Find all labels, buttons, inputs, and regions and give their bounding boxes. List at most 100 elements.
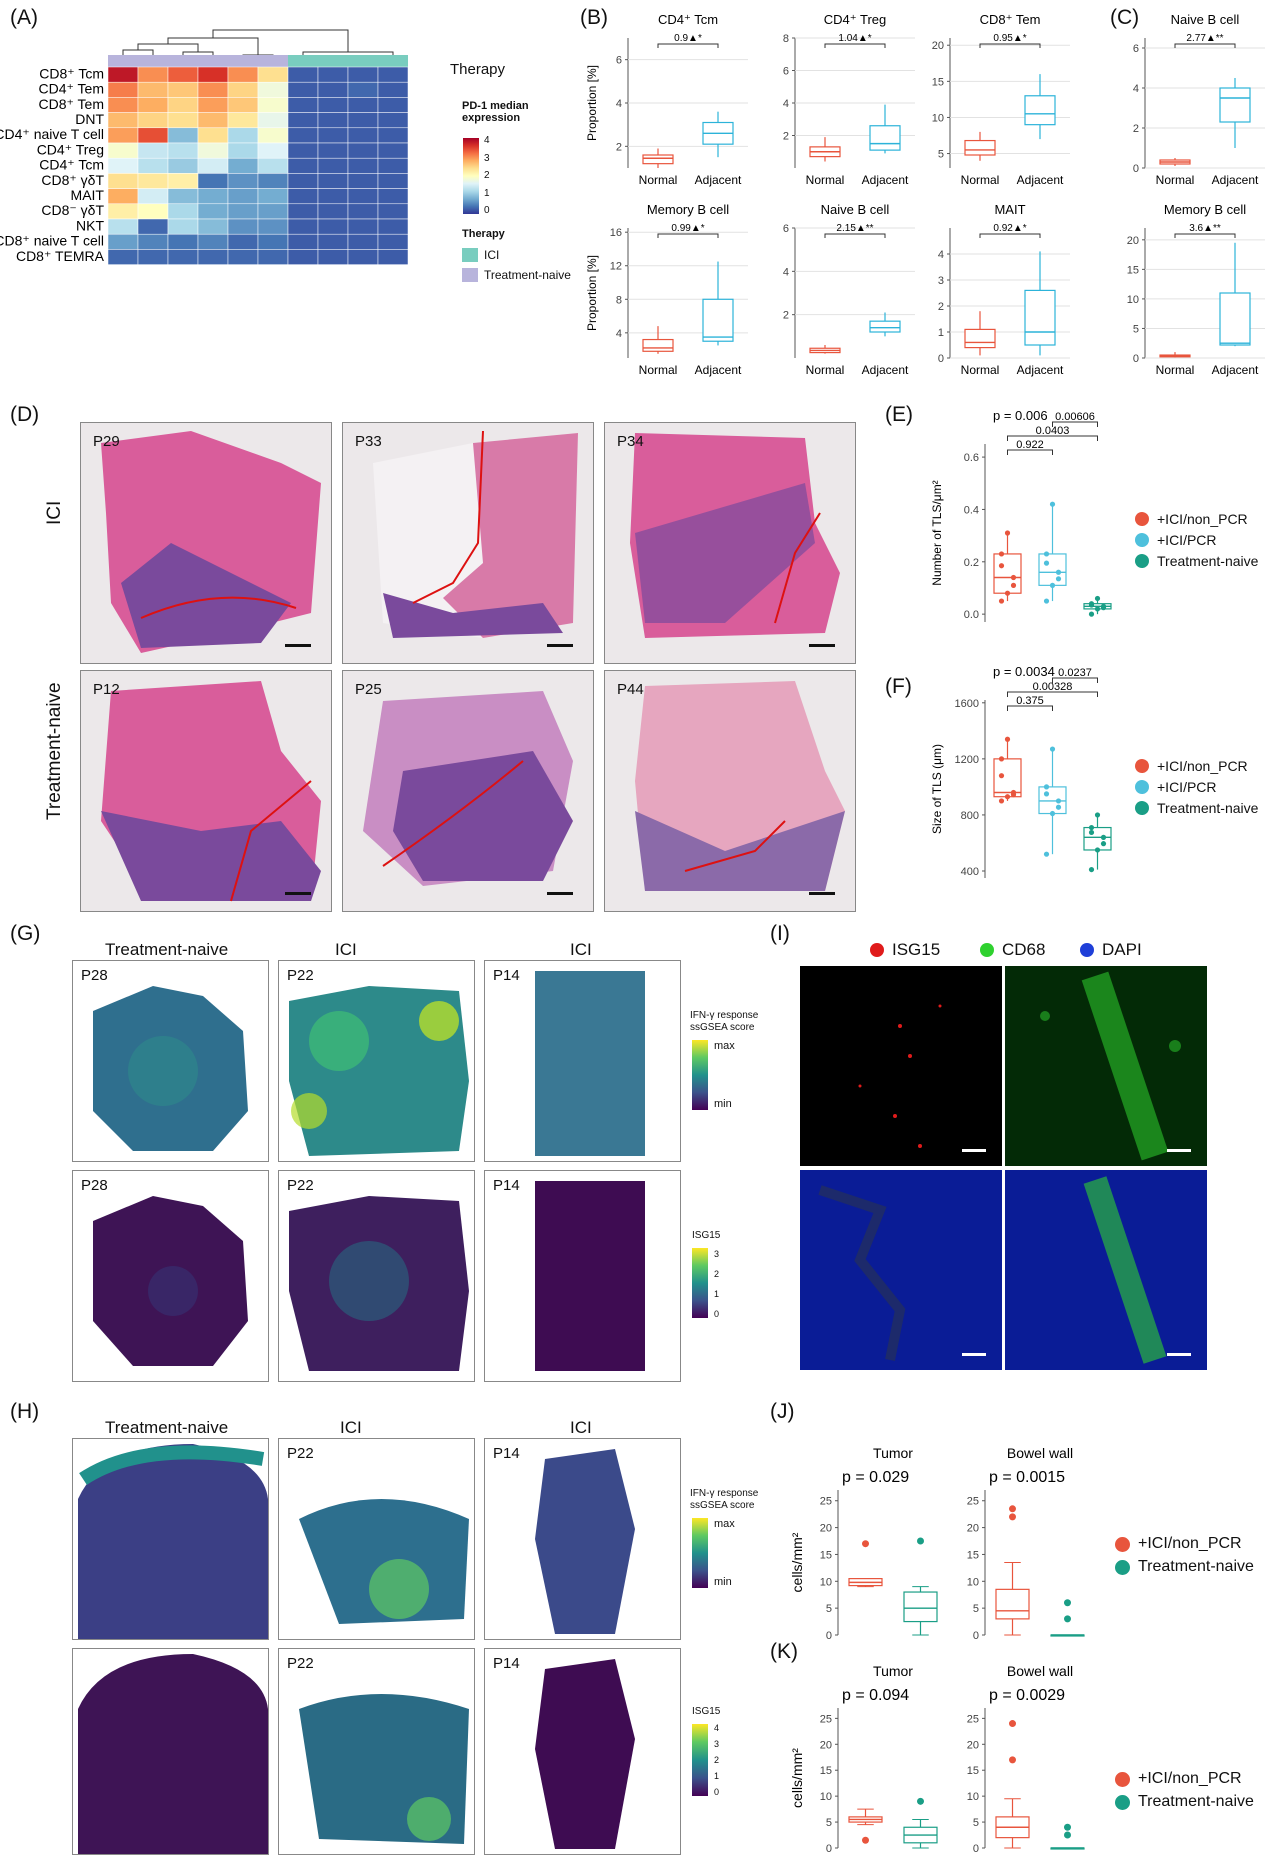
y-tick-label: 5 bbox=[973, 1817, 979, 1829]
y-tick-label: 5 bbox=[826, 1603, 832, 1615]
box bbox=[964, 139, 996, 156]
g-cbar-min: min bbox=[714, 1098, 732, 1110]
data-point bbox=[1055, 576, 1062, 582]
data-point bbox=[998, 798, 1005, 804]
y-axis-label: Proportion [%] bbox=[585, 65, 599, 141]
panel-label-h: (H) bbox=[10, 1400, 40, 1423]
boxplot-group: 2 4 6 8 Normal Adjacent bbox=[783, 33, 915, 187]
box bbox=[642, 338, 674, 352]
data-point bbox=[1043, 851, 1050, 857]
y-tick-label: 10 bbox=[820, 1791, 832, 1803]
y-tick-label: 10 bbox=[967, 1576, 979, 1588]
cbar-tick: 4 bbox=[714, 1723, 720, 1733]
therapy-annotation-cell bbox=[168, 55, 198, 67]
x-tick-label: Normal bbox=[806, 363, 845, 377]
proportion-boxplots: 2 4 6 Normal Adjacent CD4⁺ Tcm 0.9▲* Proportion… bbox=[585, 12, 1265, 377]
spatial-map-h-p22-ifn: P22 bbox=[278, 1438, 475, 1640]
y-tick-label: 20 bbox=[967, 1523, 979, 1535]
cbar-tick: 1 bbox=[714, 1771, 720, 1781]
legend-label: Treatment-naive bbox=[1138, 1793, 1254, 1810]
pvalue-label: p = 0.0015 bbox=[989, 1469, 1065, 1486]
data-point bbox=[998, 598, 1005, 604]
pvalue-label: 0.00606 bbox=[1055, 411, 1095, 423]
boxplot-group: 0 2 4 6 Normal Adjacent bbox=[1133, 38, 1265, 187]
significance-label: 0.92▲* bbox=[993, 223, 1026, 234]
therapy-legend-title: Therapy bbox=[462, 228, 505, 240]
y-tick-label: 15 bbox=[820, 1549, 832, 1561]
sample-id: P28 bbox=[81, 1655, 108, 1672]
y-tick-label: 20 bbox=[820, 1523, 832, 1535]
x-tick-label: Normal bbox=[1156, 363, 1195, 377]
boxplot-group: 400 800 1200 1600 bbox=[955, 698, 1112, 878]
legend-dot bbox=[1135, 512, 1149, 526]
data-point bbox=[1004, 794, 1011, 800]
heatmap-row-label: CD4⁺ Tcm bbox=[39, 157, 104, 173]
legend-pcr: +ICI/PCR bbox=[1135, 532, 1217, 548]
data-point bbox=[1004, 736, 1011, 742]
pvalue-label: p = 0.0029 bbox=[989, 1687, 1065, 1704]
fluorescence-dapi bbox=[800, 1170, 1002, 1370]
y-tick-label: 4 bbox=[616, 328, 622, 340]
h-colorbar2 bbox=[692, 1724, 708, 1796]
legend-label: +ICI/PCR bbox=[1157, 532, 1217, 548]
data-point bbox=[1055, 569, 1062, 575]
sample-id: P28 bbox=[81, 1445, 108, 1462]
scale-bar bbox=[809, 892, 835, 895]
x-tick-label: Adjacent bbox=[695, 173, 742, 187]
therapy-annotation-cell bbox=[198, 55, 228, 67]
boxplot-group: 2 4 6 Normal Adjacent bbox=[616, 38, 748, 187]
box bbox=[642, 154, 674, 165]
y-tick-label: 4 bbox=[938, 249, 944, 261]
boxplot-title: Naive B cell bbox=[1171, 12, 1240, 27]
sample-id: P44 bbox=[617, 681, 644, 698]
therapy-annotation-label: Therapy bbox=[450, 61, 506, 78]
scale-bar bbox=[547, 644, 573, 647]
spatial-map-h-p14-isg15: P14 bbox=[484, 1648, 681, 1855]
h-colorbar1-title: IFN-γ response ssGSEA score bbox=[690, 1488, 758, 1512]
boxplot-group: 4 8 12 16 Normal Adjacent bbox=[610, 227, 748, 377]
heatmap-colorbar bbox=[463, 138, 479, 214]
h-title-ici: ICI bbox=[570, 1418, 592, 1437]
boxplot-group: 0 1 2 3 4 Normal Adjacent bbox=[938, 228, 1070, 377]
outlier-point bbox=[1064, 1615, 1071, 1623]
sample-id: P33 bbox=[355, 433, 382, 450]
h-colorbar2-title: ISG15 bbox=[692, 1706, 721, 1717]
x-tick-label: Normal bbox=[961, 173, 1000, 187]
legend-label: DAPI bbox=[1102, 940, 1142, 959]
y-tick-label: 1 bbox=[938, 327, 944, 339]
spatial-map-h-p22-isg15: P22 bbox=[278, 1648, 475, 1855]
outlier-point bbox=[862, 1540, 869, 1548]
legend-naive: Treatment-naive bbox=[1135, 553, 1258, 569]
y-axis-label: Proportion [%] bbox=[585, 255, 599, 331]
y-tick-label: 15 bbox=[967, 1549, 979, 1561]
spatial-map-p14-ifn: P14 bbox=[484, 960, 681, 1162]
y-tick-label: 6 bbox=[616, 55, 622, 67]
legend-label: +ICI/non_PCR bbox=[1138, 1770, 1242, 1787]
y-tick-label: 20 bbox=[967, 1739, 979, 1751]
panel-label-a: (A) bbox=[10, 6, 38, 29]
boxplot-title: Naive B cell bbox=[821, 202, 890, 217]
y-tick-label: 0 bbox=[826, 1630, 832, 1642]
fluorescence-merge bbox=[1005, 1170, 1207, 1370]
g-title-ici: ICI bbox=[570, 940, 592, 959]
y-tick-label: 0.4 bbox=[964, 504, 979, 516]
y-tick-label: 400 bbox=[961, 866, 979, 878]
boxplot-title: CD8⁺ Tem bbox=[980, 12, 1041, 27]
y-tick-label: 5 bbox=[826, 1817, 832, 1829]
sample-id: P28 bbox=[81, 1177, 108, 1194]
panel-label-k: (K) bbox=[770, 1640, 798, 1663]
heatmap-colorbar-title: PD-1 median expression bbox=[462, 100, 529, 124]
x-tick-label: Adjacent bbox=[862, 363, 909, 377]
legend-non-pcr: +ICI/non_PCR bbox=[1115, 1770, 1242, 1788]
outlier-point bbox=[1009, 1505, 1016, 1513]
cbar-tick: 2 bbox=[484, 170, 490, 181]
pvalue-label: 0.00328 bbox=[1033, 681, 1073, 693]
y-tick-label: 25 bbox=[967, 1713, 979, 1725]
spatial-map-p14-isg15: P14 bbox=[484, 1170, 681, 1382]
cbar-tick: 1 bbox=[714, 1289, 720, 1299]
y-tick-label: 0 bbox=[973, 1630, 979, 1642]
y-tick-label: 0 bbox=[1133, 163, 1139, 175]
box bbox=[993, 758, 1022, 798]
